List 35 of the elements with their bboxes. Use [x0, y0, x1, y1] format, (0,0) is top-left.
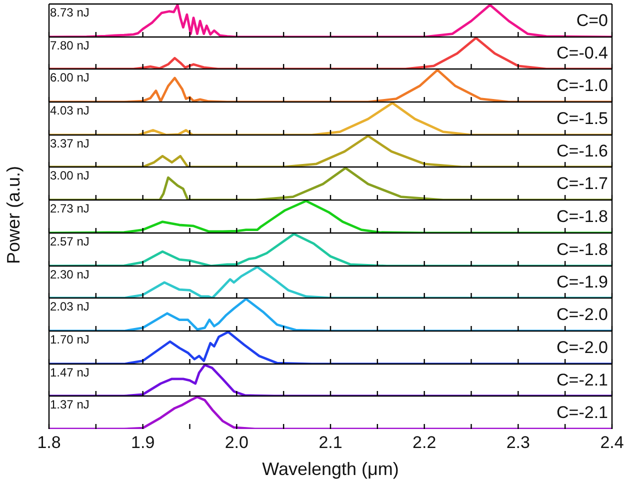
x-tick-label: 2.4 — [600, 432, 624, 452]
annotation: 4.03 nJ — [50, 103, 90, 118]
y-axis-title: Power (a.u.) — [4, 166, 24, 264]
annotation: 2.57 nJ — [50, 234, 90, 248]
x-tick-label: 2.3 — [506, 432, 530, 452]
annotation: 2.30 nJ — [50, 267, 90, 282]
x-tick-label: 1.8 — [37, 432, 61, 452]
annotation: C=-2.0 — [556, 305, 608, 324]
annotation: C=-1.9 — [556, 272, 608, 292]
annotation: C=-1.0 — [556, 76, 608, 96]
x-tick-label: 2.1 — [318, 432, 342, 452]
annotation: C=-1.8 — [556, 207, 608, 226]
annotation: C=-0.4 — [556, 44, 608, 63]
annotation: 7.80 nJ — [50, 38, 90, 52]
annotation: C=-1.7 — [556, 174, 608, 194]
annotation: 6.00 nJ — [50, 70, 90, 84]
annotation: C=0 — [576, 11, 608, 30]
annotation: 2.03 nJ — [50, 299, 90, 314]
annotation: C=-2.1 — [556, 403, 608, 422]
annotation: C=-1.5 — [556, 109, 608, 128]
annotation: 3.00 nJ — [50, 168, 90, 182]
annotation: C=-2.1 — [556, 370, 608, 390]
annotation: C=-1.6 — [556, 142, 608, 161]
x-axis-title: Wavelength (μm) — [262, 459, 399, 480]
annotation: 3.37 nJ — [50, 136, 90, 150]
annotation: 8.73 nJ — [50, 5, 90, 20]
annotation: C=-1.8 — [556, 240, 608, 260]
x-tick-label: 1.9 — [131, 432, 155, 452]
x-tick-label: 2.0 — [224, 432, 248, 452]
annotation: 1.70 nJ — [50, 332, 90, 346]
annotation: 1.47 nJ — [50, 365, 90, 380]
annotation: 2.73 nJ — [50, 201, 90, 216]
annotation: C=-2.0 — [556, 338, 608, 358]
x-tick-label: 2.2 — [412, 432, 436, 452]
annotation: 1.37 nJ — [50, 397, 90, 412]
